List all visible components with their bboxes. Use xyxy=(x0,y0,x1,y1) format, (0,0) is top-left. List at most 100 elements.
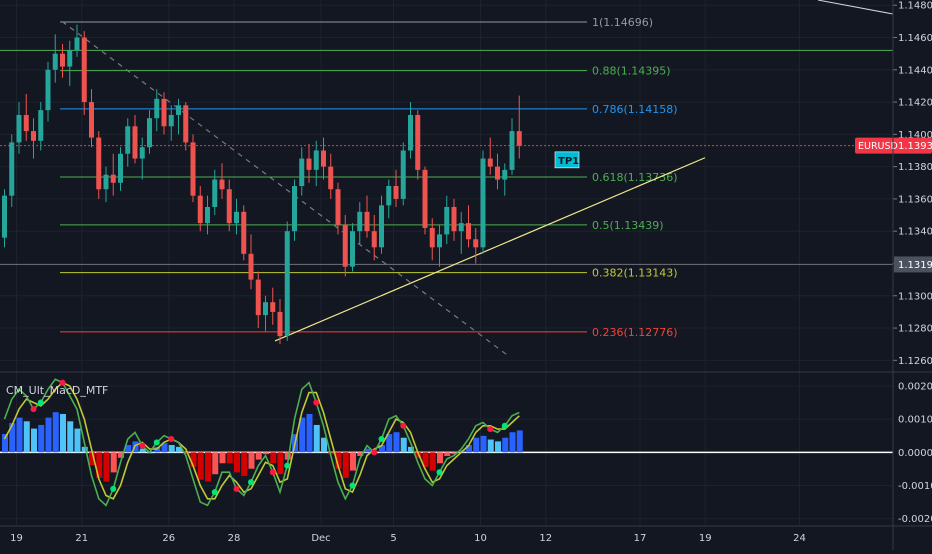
candle-body xyxy=(429,227,435,248)
candle-body xyxy=(299,158,305,186)
macd-histogram-bar xyxy=(190,452,197,467)
macd-histogram-bar xyxy=(168,445,175,453)
macd-histogram-bar xyxy=(16,417,23,453)
macd-histogram-bar xyxy=(118,452,124,458)
candle-body xyxy=(197,195,203,224)
macd-histogram-bar xyxy=(60,413,66,453)
candle-body xyxy=(270,302,276,312)
tp1-annotation-label: TP1 xyxy=(558,156,579,167)
price-pane[interactable]: 1(1.14696) 0.88(1.14395) 0.786(1.14158) 0.6… xyxy=(0,0,894,358)
macd-histogram-bar xyxy=(321,437,327,453)
price-tick-label: 1.13400 xyxy=(898,227,932,238)
indicator-tick-label: -0.0010 xyxy=(898,481,932,492)
candle-body xyxy=(321,150,326,167)
macd-cross-marker xyxy=(400,422,407,429)
candle-body xyxy=(386,186,392,206)
macd-histogram-bar xyxy=(81,446,88,453)
candle-body xyxy=(205,206,210,224)
time-tick-label: 28 xyxy=(228,533,241,544)
candle-body xyxy=(480,158,486,248)
candle-body xyxy=(292,186,297,232)
macd-cross-marker xyxy=(110,485,117,492)
candle-body xyxy=(408,114,413,151)
time-tick-label: 21 xyxy=(75,533,88,544)
candle-body xyxy=(509,131,515,170)
macd-histogram-bar xyxy=(31,428,37,453)
indicator-name-label[interactable]: CM_Ult_MacD_MTF xyxy=(6,384,108,397)
candle-body xyxy=(466,223,471,240)
macd-histogram-bar xyxy=(255,452,262,460)
macd-line xyxy=(3,378,520,507)
macd-histogram-bar xyxy=(335,452,342,469)
macd-cross-marker xyxy=(349,482,356,489)
price-tick-label: 1.14000 xyxy=(898,130,932,141)
candle-body xyxy=(495,166,500,180)
macd-histogram-bar xyxy=(422,452,429,467)
candle-body xyxy=(342,224,348,267)
candle-body xyxy=(451,206,457,232)
candle-body xyxy=(132,126,138,159)
macd-histogram-bar xyxy=(284,452,291,460)
time-tick-label: 10 xyxy=(474,533,487,544)
macd-histogram-bar xyxy=(495,441,501,453)
macd-cross-marker xyxy=(168,436,175,443)
time-tick-label: 26 xyxy=(162,533,175,544)
candle-body xyxy=(103,174,109,190)
macd-histogram-bar xyxy=(96,452,103,478)
last-price-value: 1.13930 xyxy=(898,141,932,152)
indicator-tick-label: -0.0020 xyxy=(898,514,932,525)
macd-cross-marker xyxy=(313,399,320,406)
price-tick-label: 1.14600 xyxy=(898,33,932,44)
macd-histogram-bar xyxy=(277,452,284,475)
macd-histogram-bar xyxy=(487,439,494,453)
candle-body xyxy=(89,102,94,138)
candle-body xyxy=(67,50,73,67)
candle-body xyxy=(516,131,522,146)
candle-body xyxy=(183,105,189,143)
candle-body xyxy=(422,169,428,228)
candle-body xyxy=(241,211,247,254)
price-tick-label: 1.13800 xyxy=(898,162,932,173)
macd-cross-marker xyxy=(30,406,37,413)
macd-cross-marker xyxy=(284,462,291,469)
macd-histogram-bar xyxy=(379,445,385,453)
macd-histogram-bar xyxy=(205,452,211,482)
indicator-pane[interactable] xyxy=(0,378,893,507)
price-tick-label: 1.12800 xyxy=(898,324,932,335)
grid-layer xyxy=(0,0,893,526)
macd-histogram-bar xyxy=(306,413,313,453)
macd-histogram-bar xyxy=(45,417,52,453)
crosshair-price-label-bg xyxy=(894,256,932,273)
macd-cross-marker xyxy=(487,426,494,433)
axes-layer: 19 21 26 28 Dec 5 10 12 17 19 24 1.12600 1.12800 1.13… xyxy=(10,1,932,544)
crosshair-price-value: 1.13194 xyxy=(898,260,932,271)
candle-body xyxy=(473,239,479,248)
candle-body xyxy=(45,69,51,111)
candle-body xyxy=(487,158,493,167)
candle-body xyxy=(335,189,341,225)
support-trendline xyxy=(274,157,706,342)
macd-histogram-bar xyxy=(89,452,95,466)
candle-body xyxy=(437,234,442,248)
macd-cross-marker xyxy=(233,485,240,492)
macd-histogram-bar xyxy=(393,432,400,453)
candle-body xyxy=(168,114,174,127)
macd-histogram-bar xyxy=(451,452,458,455)
macd-histogram-bar xyxy=(125,445,132,453)
candle-body xyxy=(2,195,7,238)
macd-cross-marker xyxy=(139,442,146,449)
macd-histogram-bar xyxy=(110,452,117,473)
macd-histogram-bar xyxy=(342,452,349,478)
macd-histogram-bar xyxy=(67,421,74,453)
macd-histogram-bar xyxy=(408,446,414,453)
candle-body xyxy=(219,179,225,190)
candle-body xyxy=(364,211,370,232)
macd-cross-marker xyxy=(248,479,254,486)
macd-histogram-bar xyxy=(263,452,269,455)
macd-histogram-bar xyxy=(270,452,277,464)
price-tick-label: 1.12600 xyxy=(898,356,932,367)
candle-body xyxy=(139,147,145,159)
macd-histogram-bar xyxy=(437,452,443,464)
